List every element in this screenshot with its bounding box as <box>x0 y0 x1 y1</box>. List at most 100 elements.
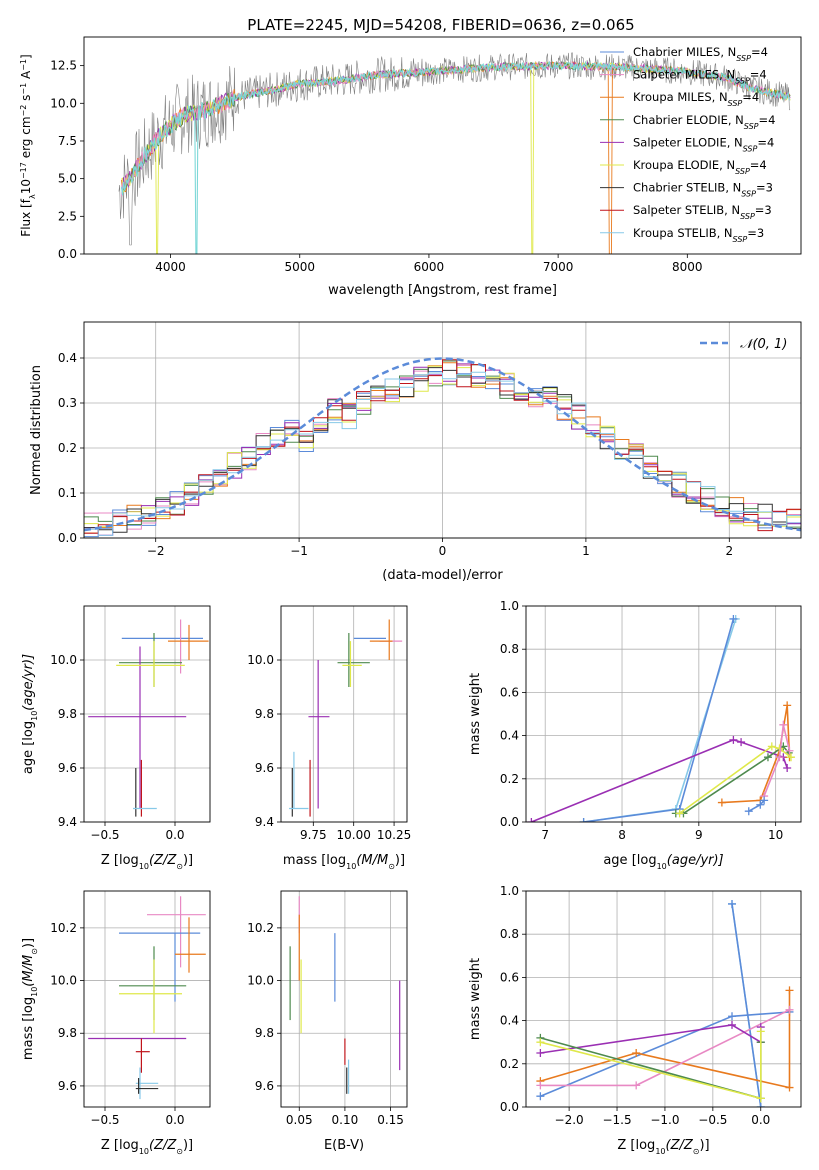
y-axis-label: Flux [fλ10−17 erg cm−2 s−1 A−1] <box>19 54 37 236</box>
y-axis-label: mass [log10(M/M⊙)] <box>21 938 39 1060</box>
y-tick-label: 9.8 <box>58 707 77 721</box>
x-axis-label: wavelength [Angstrom, rest frame] <box>328 283 557 298</box>
y-tick-label: 0.4 <box>58 351 77 365</box>
legend-label: Chabrier STELIB, NSSP=3 <box>633 181 773 199</box>
y-tick-label: 0.8 <box>500 642 519 656</box>
data-point-marker <box>536 1081 545 1090</box>
data-point-marker <box>760 796 769 805</box>
y-tick-label: 0.0 <box>500 1100 519 1114</box>
y-tick-label: 9.6 <box>58 1079 77 1093</box>
y-tick-label: 0.0 <box>58 531 77 545</box>
series-line <box>540 990 791 1089</box>
x-tick-label: 10 <box>768 828 783 842</box>
x-tick-label: 0.0 <box>165 1113 184 1127</box>
data-point-marker <box>763 753 772 762</box>
spectrum-plot <box>118 52 791 254</box>
y-tick-label: 9.6 <box>255 761 274 775</box>
data-point-marker <box>536 1092 545 1101</box>
axes-frame <box>83 890 211 1108</box>
y-tick-label: 12.5 <box>50 59 77 73</box>
y-tick-label: 9.6 <box>58 761 77 775</box>
axes-frame <box>83 36 802 255</box>
errorbar-plot <box>289 896 401 1094</box>
y-tick-label: 2.5 <box>58 209 77 223</box>
y-tick-label: 10.2 <box>50 921 77 935</box>
x-tick-label: 0.0 <box>165 828 184 842</box>
y-tick-label: 0.3 <box>58 396 77 410</box>
y-tick-label: 9.4 <box>255 815 274 829</box>
y-tick-label: 10.0 <box>50 974 77 988</box>
y-axis-label: mass weight <box>468 958 483 1040</box>
panel-mass_vs_z: −0.5 0.0 9.6 9.8 10.0 10.2 Z [log10(Z/Z⊙)] mass… <box>21 890 211 1156</box>
x-tick-label: −0.5 <box>698 1113 727 1127</box>
data-point-marker <box>632 1081 641 1090</box>
panel-age_vs_mass: 9.75 10.00 10.25 9.4 9.6 9.8 10.0 mass [log10(M… <box>247 605 411 871</box>
legend-label: Kroupa ELODIE, NSSP=4 <box>633 158 767 176</box>
y-tick-label: 0.1 <box>58 486 77 500</box>
x-tick-label: 0.15 <box>377 1113 404 1127</box>
x-tick-label: 8 <box>618 828 626 842</box>
axes-frame <box>280 605 408 823</box>
x-tick-label: 7000 <box>543 260 574 274</box>
legend-label: Chabrier MILES, NSSP=4 <box>633 45 768 63</box>
x-tick-label: 6000 <box>414 260 445 274</box>
y-tick-label: 0.0 <box>58 247 77 261</box>
data-point-marker <box>744 807 753 816</box>
y-tick-label: 9.8 <box>255 707 274 721</box>
legend-label: Salpeter ELODIE, NSSP=4 <box>633 135 774 153</box>
panel-mass_vs_ebv: 0.05 0.10 0.15 9.6 9.8 10.0 10.2 E(B-V) <box>247 890 408 1153</box>
x-tick-label: −1.0 <box>650 1113 679 1127</box>
x-tick-label: 1 <box>582 544 590 558</box>
y-axis-label: mass weight <box>468 673 483 755</box>
y-tick-label: 9.8 <box>58 1026 77 1040</box>
legend-label: Kroupa MILES, NSSP=4 <box>633 90 759 108</box>
x-tick-label: −1.5 <box>602 1113 631 1127</box>
data-point-marker <box>756 1103 765 1107</box>
x-tick-label: −2 <box>147 544 165 558</box>
x-tick-label: 10.25 <box>377 828 411 842</box>
x-tick-label: 9.75 <box>300 828 327 842</box>
data-point-marker <box>728 899 737 908</box>
data-point-marker <box>536 1049 545 1057</box>
y-tick-label: 0.2 <box>500 1057 519 1071</box>
series-line <box>763 724 791 797</box>
data-point-marker <box>785 986 794 995</box>
x-tick-label: 0.05 <box>286 1113 313 1127</box>
x-tick-label: 0.10 <box>332 1113 359 1127</box>
data-point-marker <box>728 1020 737 1029</box>
x-axis-label: age [log10(age/yr)] <box>603 853 723 871</box>
x-tick-label: 9 <box>695 828 703 842</box>
data-point-marker <box>527 818 536 822</box>
series-line <box>540 1024 762 1054</box>
x-tick-label: −2.0 <box>555 1113 584 1127</box>
y-tick-label: 5.0 <box>58 172 77 186</box>
panel-massweight_vs_z: −2.0 −1.5 −1.0 −0.5 0.0 0.0 0.2 0.4 0.6 0.8 1.0 Z [… <box>468 884 802 1156</box>
y-tick-label: 9.4 <box>58 815 77 829</box>
data-point-marker <box>783 701 792 710</box>
data-point-marker <box>785 1083 794 1092</box>
axes-frame <box>525 890 802 1108</box>
x-axis-label: Z [log10(Z/Z⊙)] <box>617 1138 709 1156</box>
x-tick-label: −0.5 <box>90 828 119 842</box>
axes-frame <box>525 605 802 823</box>
x-axis-label: Z [log10(Z/Z⊙)] <box>101 1138 193 1156</box>
normal-curve <box>84 357 801 532</box>
data-point-marker <box>787 753 796 762</box>
legend-label: Kroupa STELIB, NSSP=3 <box>633 226 764 244</box>
series-line <box>679 745 792 815</box>
axes-frame <box>83 605 211 823</box>
x-axis-label: mass [log10(M/M⊙)] <box>283 853 405 871</box>
y-tick-label: 0.2 <box>58 441 77 455</box>
errorbar-plot <box>88 619 209 817</box>
y-tick-label: 0.8 <box>500 927 519 941</box>
x-tick-label: 2 <box>725 544 733 558</box>
x-axis-label: E(B-V) <box>324 1138 364 1153</box>
x-axis-label: Z [log10(Z/Z⊙)] <box>101 853 193 871</box>
y-axis-label: Normed distribution <box>29 365 44 495</box>
y-tick-label: 10.2 <box>247 921 274 935</box>
data-point-marker <box>756 1094 765 1103</box>
series-line <box>748 799 765 812</box>
errorbar-plot <box>289 619 403 817</box>
y-tick-label: 7.5 <box>58 134 77 148</box>
